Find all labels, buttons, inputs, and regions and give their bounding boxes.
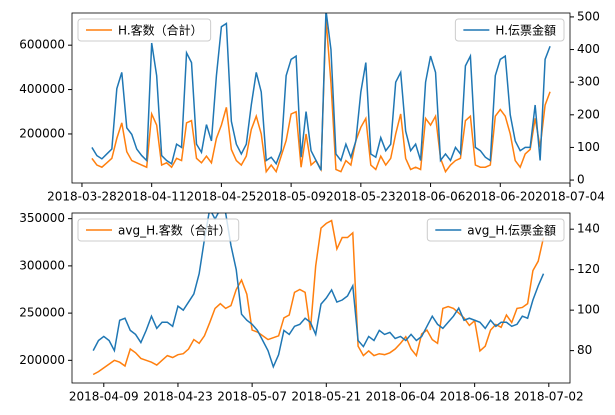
legend: avg_H.客数（合計）	[77, 218, 240, 242]
y-tick-label: 600000	[19, 38, 65, 52]
legend-frame	[454, 18, 565, 42]
y2-tick-label: 100	[577, 140, 600, 154]
x-tick-label: 2018-04-25	[187, 190, 257, 204]
legend-label: H.伝票金額	[495, 23, 556, 38]
y2-tick-label: 300	[577, 75, 600, 89]
legend: H.伝票金額	[454, 18, 565, 42]
y-tick-label: 200000	[19, 353, 65, 367]
x-tick-label: 2018-03-28	[47, 190, 117, 204]
x-tick-label: 2018-04-11	[117, 190, 187, 204]
y-tick-label: 400000	[19, 82, 65, 96]
y2-tick-label: 0	[577, 173, 585, 187]
x-tick-label: 2018-05-09	[256, 190, 326, 204]
legend-frame	[77, 18, 212, 42]
x-tick-label: 2018-04-23	[143, 390, 213, 404]
y2-tick-label: 140	[577, 222, 600, 236]
x-tick-label: 2018-06-20	[465, 190, 535, 204]
x-tick-label: 2018-05-21	[291, 390, 361, 404]
legend-label: avg_H.客数（合計）	[118, 223, 231, 238]
legend-label: H.客数（合計）	[118, 23, 203, 38]
x-tick-label: 2018-05-23	[326, 190, 396, 204]
y-tick-label: 350000	[19, 211, 65, 225]
legend-label: avg_H.伝票金額	[467, 223, 556, 238]
x-tick-label: 2018-07-02	[514, 390, 584, 404]
legend: H.客数（合計）	[77, 18, 212, 42]
y2-tick-label: 200	[577, 107, 600, 121]
x-tick-label: 2018-05-07	[217, 390, 287, 404]
series-line	[92, 213, 545, 369]
y-tick-label: 200000	[19, 126, 65, 140]
axes-frame	[71, 212, 571, 384]
y-tick-label: 300000	[19, 258, 65, 272]
y2-tick-label: 120	[577, 262, 600, 276]
legend-frame	[426, 218, 565, 242]
y2-tick-label: 100	[577, 303, 600, 317]
series-line	[91, 13, 551, 171]
y2-tick-label: 400	[577, 42, 600, 56]
x-tick-label: 2018-06-18	[440, 390, 510, 404]
legend: avg_H.伝票金額	[426, 218, 565, 242]
x-tick-label: 2018-06-06	[396, 190, 466, 204]
axes-frame	[71, 12, 571, 184]
x-tick-label: 2018-07-04	[535, 190, 605, 204]
y2-tick-label: 500	[577, 9, 600, 23]
series-line	[92, 219, 545, 376]
x-tick-label: 2018-04-09	[69, 390, 139, 404]
y-tick-label: 250000	[19, 306, 65, 320]
legend-frame	[77, 218, 240, 242]
y2-tick-label: 80	[577, 343, 592, 357]
x-tick-label: 2018-06-04	[366, 390, 436, 404]
